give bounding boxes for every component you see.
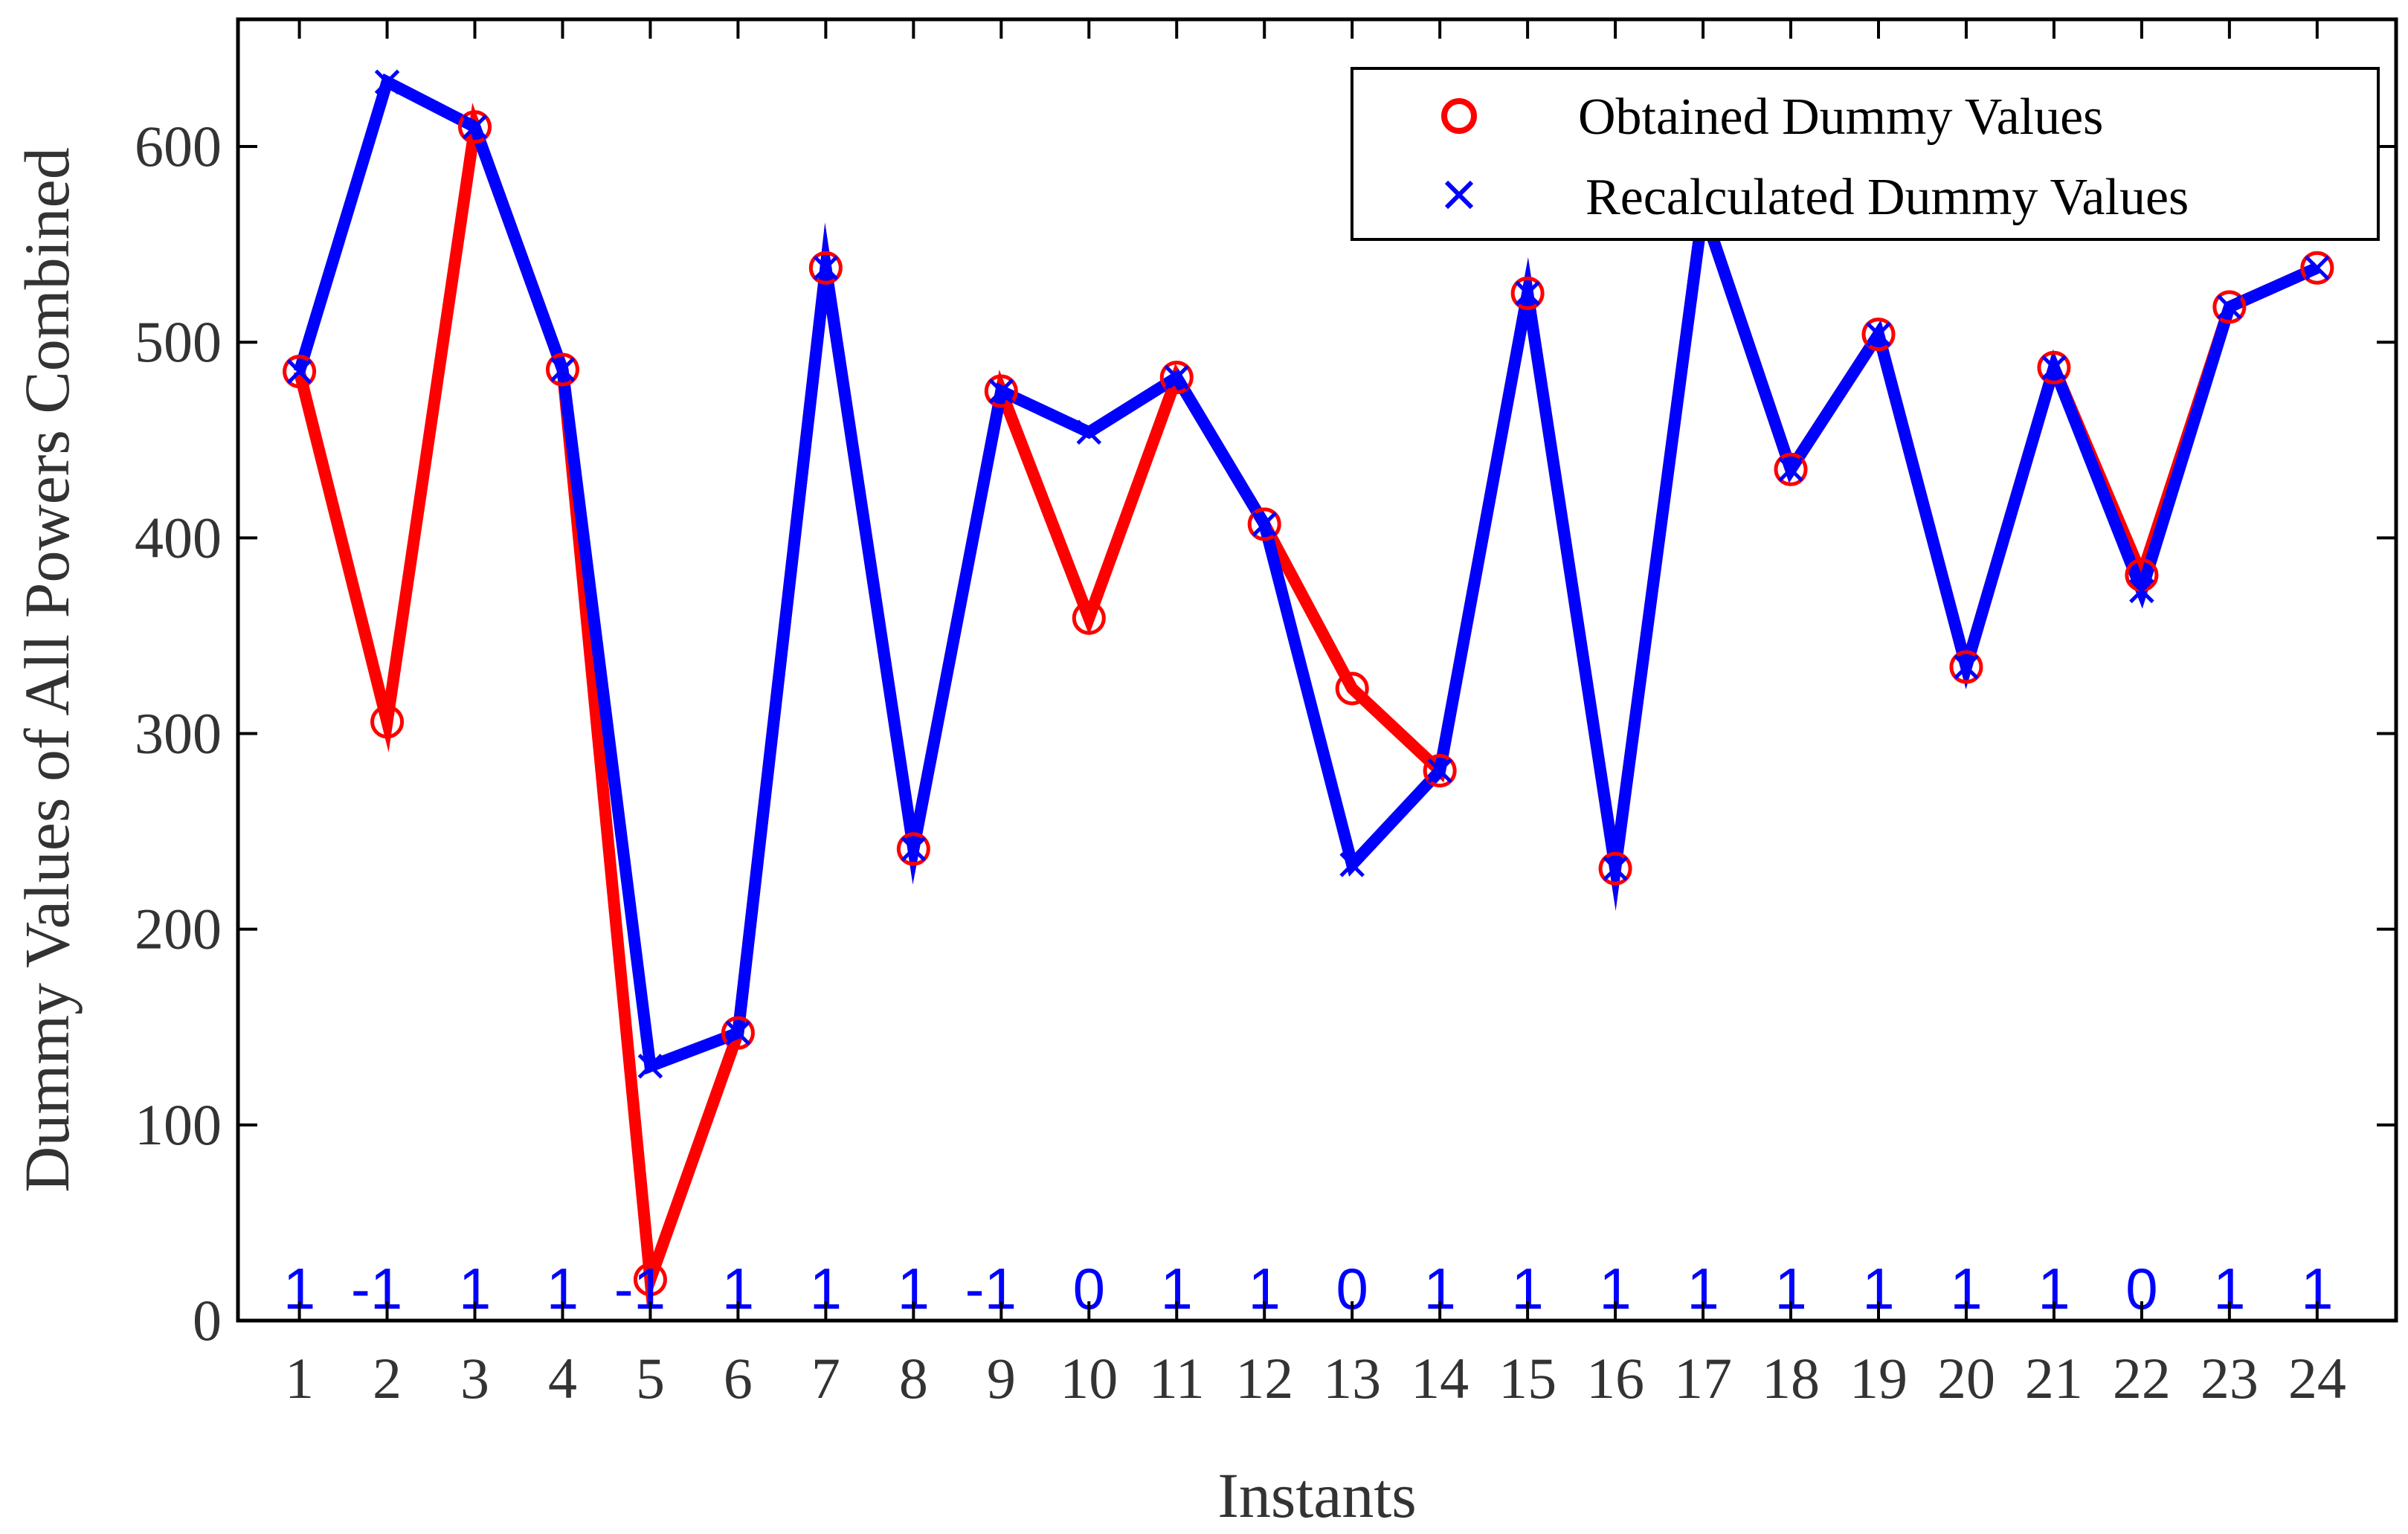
data-point-circle — [1861, 318, 1896, 352]
data-point-x — [1603, 856, 1628, 881]
data-point-circle — [545, 352, 579, 387]
x-tick-label: 23 — [2201, 1346, 2259, 1411]
data-point-x — [286, 358, 312, 384]
y-tick-label: 600 — [135, 114, 222, 178]
series-recalculated — [293, 73, 2320, 1074]
x-tick-label: 1 — [285, 1346, 314, 1411]
x-tick-label: 15 — [1498, 1346, 1556, 1411]
data-point-x — [1076, 419, 1102, 445]
data-point-circle — [633, 1263, 667, 1297]
legend-label-obtained: Obtained Dummy Values — [1578, 88, 2103, 146]
x-tick-label: 6 — [724, 1346, 753, 1411]
data-point-circle — [896, 832, 930, 866]
x-tick-label: 17 — [1674, 1346, 1732, 1411]
y-tick-label: 0 — [193, 1288, 222, 1353]
data-point-circle — [283, 355, 317, 389]
x-tick-label: 12 — [1235, 1346, 1293, 1411]
x-tick-label: 11 — [1149, 1346, 1205, 1411]
data-point-circle — [2300, 251, 2334, 285]
data-point-circle — [1159, 361, 1194, 395]
instant-annotation: -1 — [614, 1256, 666, 1321]
data-point-circle — [1335, 671, 1369, 706]
data-point-circle — [370, 705, 405, 739]
data-point-x — [988, 378, 1014, 404]
x-axis-label: Instants — [1217, 1460, 1417, 1531]
data-point-x — [550, 357, 576, 382]
data-point-x — [2129, 578, 2154, 604]
y-tick-label: 200 — [135, 897, 222, 961]
data-point-x — [2041, 355, 2067, 381]
series-layer — [283, 69, 2334, 1307]
data-point-x — [2305, 255, 2330, 280]
instant-annotation: -1 — [965, 1256, 1017, 1321]
x-tick-label: 19 — [1850, 1346, 1908, 1411]
legend: Obtained Dummy Values Recalculated Dummy… — [1351, 67, 2380, 241]
x-tick-label: 7 — [811, 1346, 840, 1411]
x-tick-label: 4 — [548, 1346, 577, 1411]
data-point-circle — [984, 374, 1018, 408]
markers-obtained — [283, 110, 2334, 1297]
legend-box — [1351, 67, 2380, 241]
data-point-circle — [1423, 754, 1457, 788]
y-tick-label: 300 — [135, 701, 222, 766]
data-point-x — [374, 69, 400, 94]
data-point-x — [1515, 280, 1540, 306]
x-tick-label: 13 — [1323, 1346, 1381, 1411]
y-tick-label: 400 — [135, 505, 222, 570]
y-axis-label: Dummy Values of All Powers Combined — [11, 147, 83, 1192]
data-point-x — [725, 1020, 751, 1045]
y-tick-label: 100 — [135, 1092, 222, 1157]
data-point-x — [1427, 758, 1452, 784]
plot-area-frame — [236, 17, 2398, 1323]
x-tick-label: 8 — [899, 1346, 928, 1411]
data-point-circle — [1774, 452, 1808, 486]
data-point-circle — [808, 251, 843, 285]
x-tick-label: 2 — [373, 1346, 402, 1411]
legend-label-recalculated: Recalculated Dummy Values — [1586, 169, 2189, 226]
data-point-x — [1954, 654, 1979, 680]
data-point-circle — [1072, 601, 1106, 635]
instant-annotation: -1 — [351, 1256, 402, 1321]
x-tick-label: 24 — [2288, 1346, 2346, 1411]
x-tick-label: 5 — [636, 1346, 665, 1411]
data-point-circle — [1949, 650, 1983, 684]
data-point-circle — [2037, 350, 2071, 384]
x-tick-label: 10 — [1060, 1346, 1118, 1411]
data-point-x — [901, 837, 927, 862]
x-tick-label: 14 — [1411, 1346, 1469, 1411]
data-point-circle — [2212, 290, 2247, 324]
data-point-x — [1778, 457, 1803, 483]
data-point-circle — [721, 1016, 755, 1050]
data-point-x — [2217, 294, 2242, 320]
data-point-x — [1164, 364, 1190, 390]
data-point-x — [1339, 852, 1365, 877]
data-point-x — [813, 255, 839, 280]
data-point-circle — [1598, 851, 1632, 886]
data-point-x — [1866, 321, 1891, 347]
series-line — [293, 73, 2320, 1074]
data-point-x — [637, 1054, 663, 1079]
x-tick-label: 22 — [2113, 1346, 2171, 1411]
x-tick-label: 3 — [460, 1346, 489, 1411]
y-tick-label: 500 — [135, 309, 222, 374]
data-point-circle — [458, 110, 492, 144]
x-tick-label: 9 — [987, 1346, 1016, 1411]
data-point-circle — [1247, 507, 1281, 541]
x-tick-label: 21 — [2025, 1346, 2083, 1411]
legend-marker-obtained — [1441, 98, 1477, 134]
legend-marker-recalculated — [1444, 180, 1474, 210]
x-tick-label: 16 — [1586, 1346, 1644, 1411]
x-tick-label: 20 — [1937, 1346, 1995, 1411]
data-point-circle — [1510, 276, 1545, 310]
data-point-x — [1252, 512, 1277, 537]
data-point-x — [462, 114, 488, 140]
x-tick-label: 18 — [1762, 1346, 1820, 1411]
